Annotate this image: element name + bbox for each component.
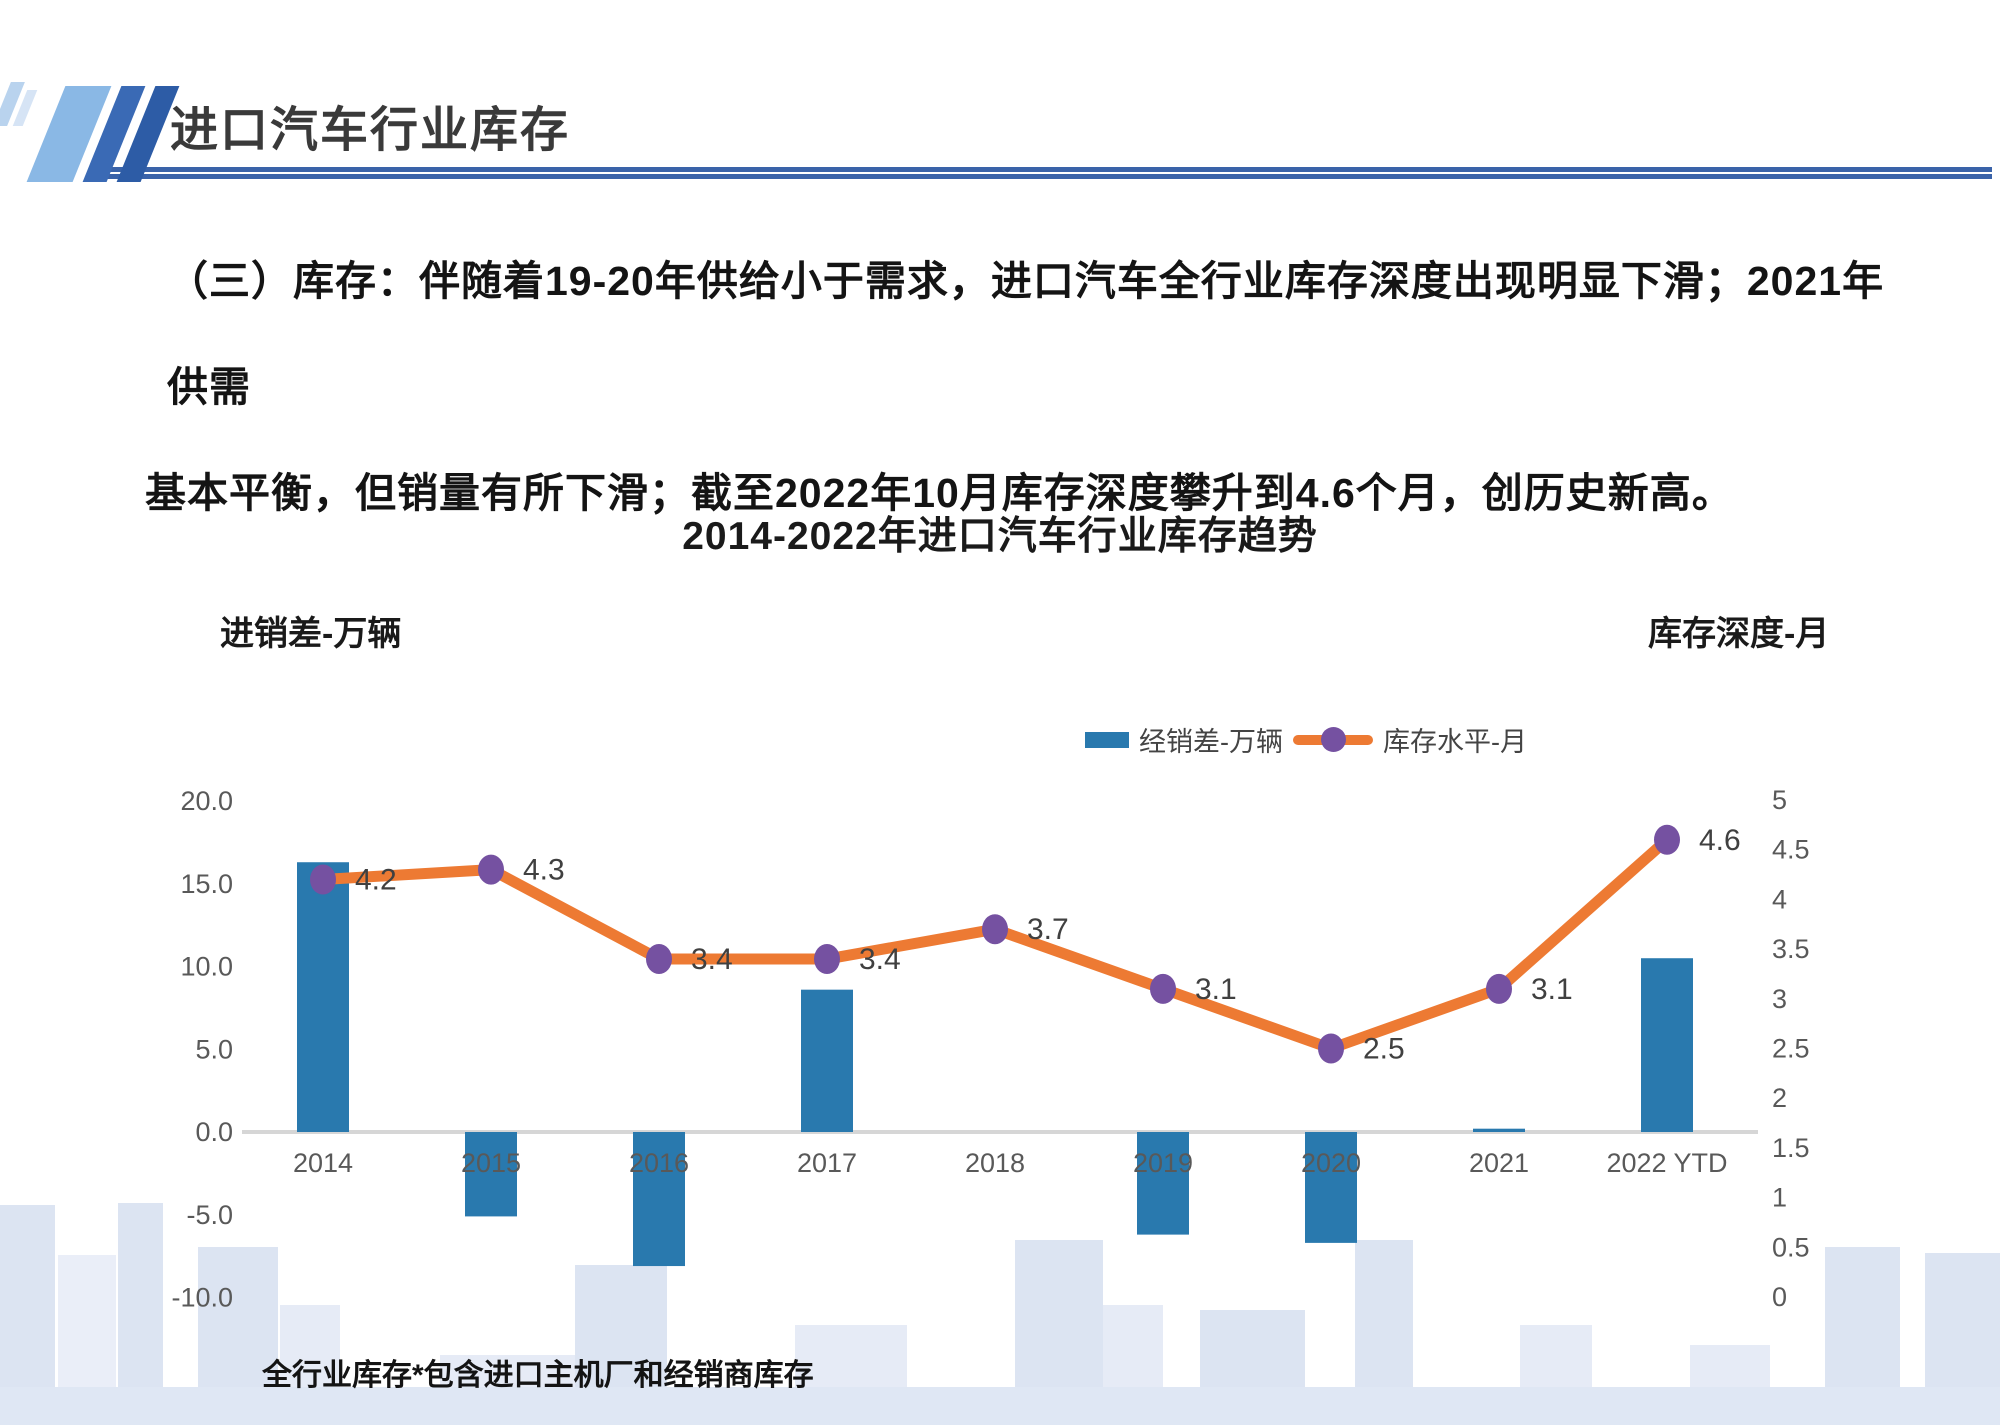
svg-text:0.0: 0.0	[195, 1117, 233, 1147]
legend-bar-label: 经销差-万辆	[1139, 727, 1283, 757]
svg-text:3.7: 3.7	[1027, 913, 1069, 946]
svg-text:1: 1	[1772, 1183, 1787, 1213]
svg-text:20.0: 20.0	[180, 786, 233, 816]
svg-text:2019: 2019	[1133, 1148, 1193, 1178]
svg-text:2017: 2017	[797, 1148, 857, 1178]
summary-line-1: （三）库存：伴随着19-20年供给小于需求，进口汽车全行业库存深度出现明显下滑；…	[167, 258, 1885, 410]
svg-text:2021: 2021	[1469, 1148, 1529, 1178]
svg-text:4.3: 4.3	[523, 854, 565, 887]
svg-text:4.6: 4.6	[1699, 824, 1741, 857]
summary-line-2: 基本平衡，但销量有所下滑；截至2022年10月库存深度攀升到4.6个月，创历史新…	[145, 470, 1734, 516]
chart-footnote: 全行业库存*包含进口主机厂和经销商库存	[262, 1359, 814, 1392]
svg-text:5: 5	[1772, 785, 1787, 815]
svg-text:0: 0	[1772, 1282, 1787, 1312]
right-axis-title: 库存深度-月	[1648, 615, 1830, 653]
svg-text:3: 3	[1772, 984, 1787, 1014]
svg-text:2.5: 2.5	[1772, 1034, 1810, 1064]
svg-text:3.5: 3.5	[1772, 934, 1810, 964]
svg-text:2: 2	[1772, 1083, 1787, 1113]
legend-line-swatch-icon	[1293, 726, 1373, 752]
svg-text:2020: 2020	[1301, 1148, 1361, 1178]
left-axis-title: 进销差-万辆	[220, 615, 402, 653]
summary-paragraph: （三）库存：伴随着19-20年供给小于需求，进口汽车全行业库存深度出现明显下滑；…	[145, 228, 1920, 546]
svg-text:3.4: 3.4	[859, 943, 901, 976]
svg-text:4.5: 4.5	[1772, 835, 1810, 865]
svg-text:2014: 2014	[293, 1148, 353, 1178]
svg-text:3.4: 3.4	[691, 943, 733, 976]
svg-text:4: 4	[1772, 884, 1787, 914]
svg-text:4.2: 4.2	[355, 864, 397, 897]
svg-text:2022 YTD: 2022 YTD	[1606, 1148, 1727, 1178]
chart-legend: 经销差-万辆 库存水平-月	[1085, 720, 1527, 759]
chart-title: 2014-2022年进口汽车行业库存趋势	[682, 515, 1318, 558]
svg-text:2016: 2016	[629, 1148, 689, 1178]
svg-text:2.5: 2.5	[1363, 1033, 1405, 1066]
legend-line-label: 库存水平-月	[1383, 727, 1527, 757]
svg-text:3.1: 3.1	[1195, 973, 1237, 1006]
svg-text:1.5: 1.5	[1772, 1133, 1810, 1163]
svg-text:5.0: 5.0	[195, 1034, 233, 1064]
svg-text:-5.0: -5.0	[186, 1200, 233, 1230]
svg-text:2015: 2015	[461, 1148, 521, 1178]
svg-text:2018: 2018	[965, 1148, 1025, 1178]
legend-bar-swatch-icon	[1085, 731, 1129, 748]
svg-text:-10.0: -10.0	[171, 1283, 233, 1313]
svg-text:15.0: 15.0	[180, 869, 233, 899]
svg-text:3.1: 3.1	[1531, 973, 1573, 1006]
header-divider	[100, 167, 1992, 179]
svg-text:10.0: 10.0	[180, 952, 233, 982]
svg-text:0.5: 0.5	[1772, 1232, 1810, 1262]
page-title: 进口汽车行业库存	[170, 104, 571, 157]
